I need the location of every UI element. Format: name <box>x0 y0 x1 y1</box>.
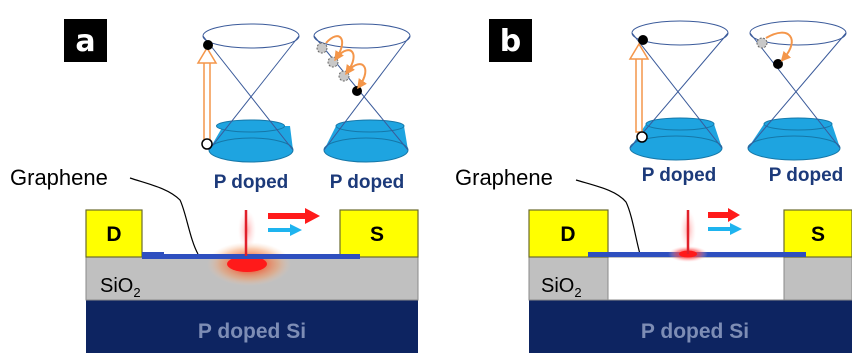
graphene-leader-a <box>129 177 199 255</box>
cascade-a2-curl-1 <box>325 35 344 62</box>
cone-a1-bottom <box>208 137 294 163</box>
panel-b-tag: b <box>500 24 521 59</box>
hole-a1 <box>201 138 213 150</box>
source-contact-a <box>339 209 419 258</box>
graphene-label-b: Graphene <box>455 165 553 190</box>
drain-label-a: D <box>106 223 121 246</box>
oxide-label-b: SiO2 <box>541 275 582 300</box>
cone-a1-edge-left <box>202 35 294 151</box>
cone-b2-fermi-surface <box>763 117 833 131</box>
cascade-a2-curl-2 <box>336 49 355 76</box>
panel-b: b P doped P doped <box>455 19 852 353</box>
graphene-label-a: Graphene <box>10 165 108 190</box>
cascade-a2-dot-3 <box>338 70 350 82</box>
cone-a1-fermi-surface <box>216 119 285 133</box>
excitation-arrow-a1 <box>203 59 211 141</box>
oxide-label-a: SiO2 <box>100 275 141 300</box>
graphene-sheet-a <box>142 254 360 259</box>
graphene-leader-b <box>575 179 641 255</box>
cone-a2-label: P doped <box>330 172 405 193</box>
panel-a: a P doped <box>10 19 419 353</box>
source-label-b: S <box>811 223 825 246</box>
panel-b-tag-box <box>489 19 532 62</box>
oxide-b-right <box>783 256 852 301</box>
suspended-gap-b <box>607 256 785 301</box>
drain-contact-b <box>528 209 609 258</box>
panel-a-tag-box <box>64 19 107 62</box>
cone-a2-top <box>313 23 411 49</box>
substrate-label-b: P doped Si <box>641 320 749 343</box>
substrate-b <box>529 300 852 353</box>
electron-a1 <box>203 40 213 50</box>
drain-contact-a <box>85 209 143 258</box>
cascade-a2-dot-1 <box>316 42 328 54</box>
dirac-cone-b1 <box>628 20 729 161</box>
cone-a2-bottom <box>323 137 409 163</box>
cone-b2-bottom <box>747 135 841 161</box>
cone-b1-edge-right <box>629 32 729 149</box>
cascade-a2-curl-3 <box>347 63 367 90</box>
cascade-b2-curl <box>765 31 793 62</box>
substrate-label-a: P doped Si <box>198 320 306 343</box>
electron-a2 <box>352 86 362 96</box>
cold-carrier-arrow-b <box>708 223 742 235</box>
cone-a1-top <box>202 23 300 49</box>
cold-carrier-arrow-a <box>268 224 302 236</box>
excitation-arrow-b1 <box>635 55 643 133</box>
dirac-cone-a1 <box>196 23 300 163</box>
source-contact-b <box>783 209 852 258</box>
dirac-cone-b2 <box>747 20 847 161</box>
panel-a-tag: a <box>75 24 95 59</box>
cone-b2-edge-right <box>747 32 847 149</box>
dirac-cone-a2 <box>313 23 411 163</box>
electron-b2 <box>773 59 783 69</box>
cone-b1-label: P doped <box>642 165 717 186</box>
substrate-a <box>86 300 418 353</box>
cone-b1-edge-left <box>631 32 723 149</box>
graphene-on-drain-a <box>142 252 164 255</box>
hot-carrier-arrow-a <box>268 208 320 224</box>
excitation-arrow-a1-head <box>196 46 218 64</box>
cone-b2-label: P doped <box>769 165 844 186</box>
cone-a2-fermi-surface <box>335 119 405 133</box>
drain-label-b: D <box>560 223 575 246</box>
cascade-b2-dot <box>756 37 768 49</box>
source-label-a: S <box>370 223 384 246</box>
cascade-a2-dot-2 <box>327 56 339 68</box>
excitation-arrow-b1-head <box>628 42 650 60</box>
hot-carrier-arrow-b <box>708 208 740 222</box>
cone-a2-edge-right <box>323 35 411 151</box>
hole-b1 <box>636 131 648 143</box>
cone-a1-label: P doped <box>214 172 289 193</box>
electron-b1 <box>638 35 648 45</box>
cone-b2-edge-left <box>749 32 841 149</box>
hot-spot-core-a <box>227 256 267 272</box>
cone-a1-edge-right <box>208 35 300 151</box>
cone-b1-fermi-surface <box>645 117 715 131</box>
